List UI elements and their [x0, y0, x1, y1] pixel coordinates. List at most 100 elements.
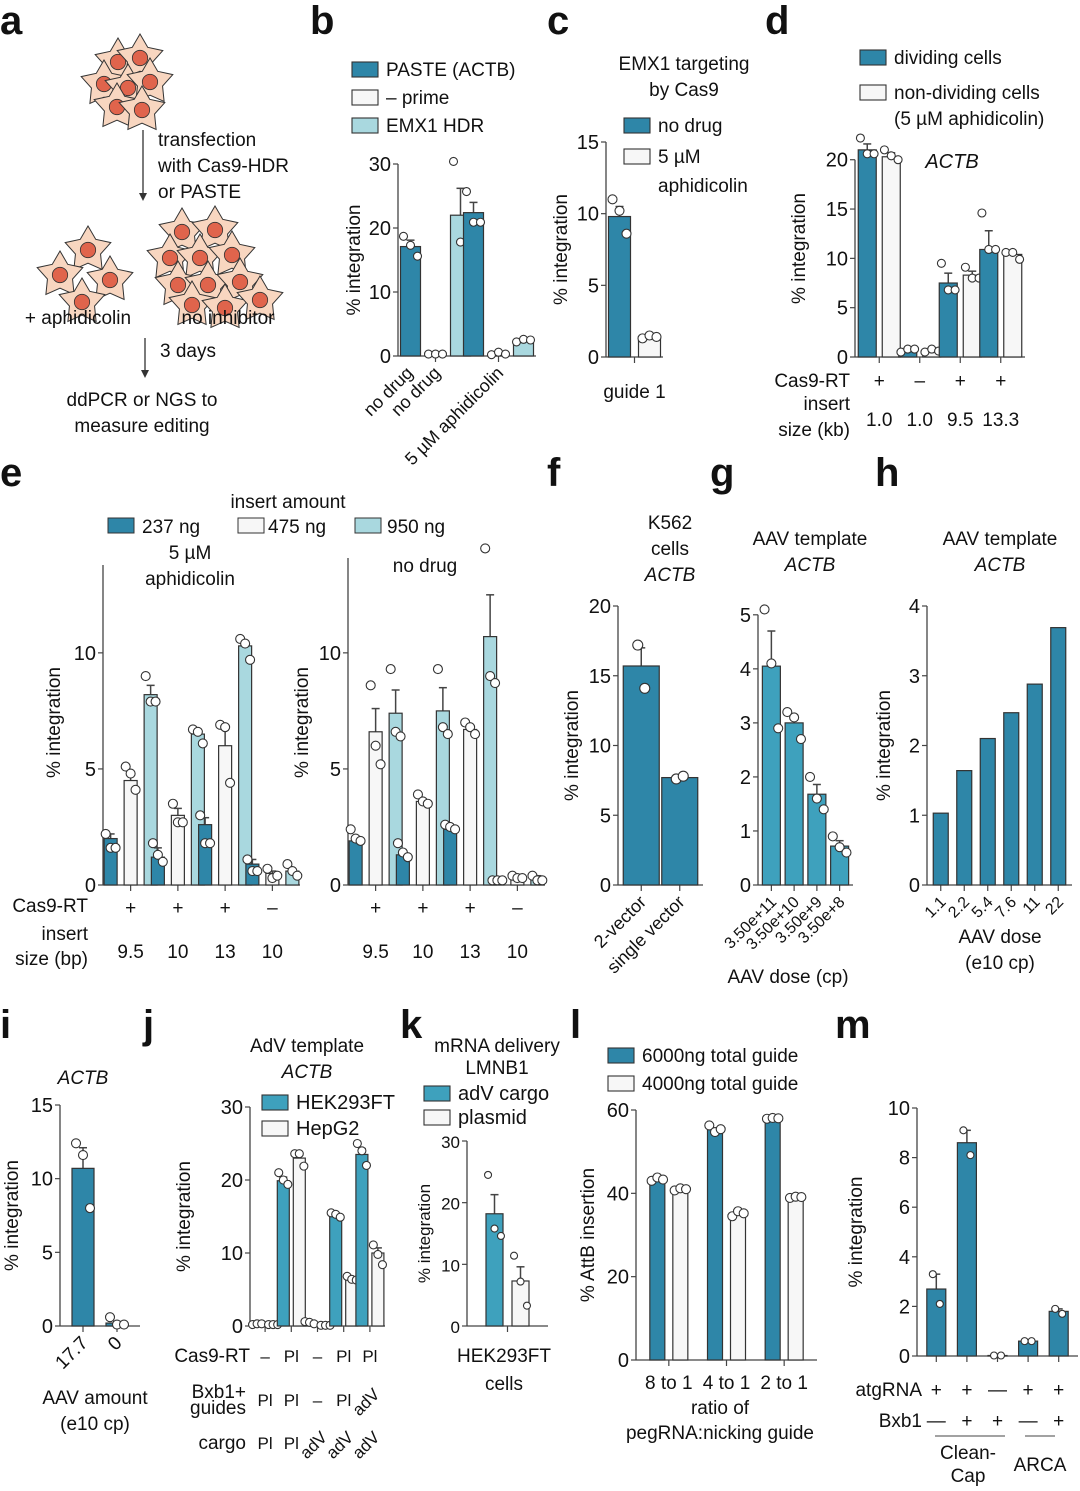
- bar: [415, 800, 430, 886]
- row-label: Cas9-RT: [774, 371, 850, 392]
- row-value: 1.0: [907, 410, 933, 431]
- data-point: [991, 244, 1001, 255]
- data-point: [789, 712, 800, 723]
- y-tick-label: 5: [740, 605, 751, 627]
- bar: [348, 840, 363, 886]
- bar: [938, 282, 958, 358]
- legend-label: 4000ng total guide: [642, 1074, 798, 1095]
- nucleus-icon: [169, 276, 187, 294]
- chart-title: mRNA delivery: [434, 1036, 560, 1057]
- data-point: [977, 208, 987, 218]
- y-tick-label: 10: [888, 1098, 910, 1120]
- x-axis-label: cells: [485, 1374, 523, 1395]
- row-label: Cas9-RT: [12, 896, 88, 917]
- nucleus-icon: [251, 291, 269, 309]
- y-tick-label: 0: [618, 1350, 629, 1372]
- chart-e1: 0 5 10 % integration 5 µM aphidicolin insert a…: [12, 492, 445, 970]
- data-point: [497, 875, 508, 886]
- data-point: [960, 262, 970, 272]
- data-point: [782, 707, 793, 718]
- row-value: +: [1023, 1380, 1034, 1401]
- y-tick-label: 0: [232, 1316, 243, 1338]
- chart-title: ACTB: [57, 1068, 109, 1089]
- y-axis-label: % integration: [415, 1184, 434, 1283]
- legend-label: 475 ng: [268, 517, 326, 538]
- data-point: [796, 1192, 807, 1203]
- row-value: 10: [412, 942, 433, 963]
- legend-swatch: [237, 517, 265, 534]
- data-point: [125, 768, 136, 779]
- x-axis-label: HEK293FT: [457, 1346, 551, 1367]
- x-axis-label: AAV dose: [958, 927, 1041, 948]
- arrowhead-2-icon: [141, 370, 149, 378]
- row-value: 9.5: [947, 410, 973, 431]
- y-axis-label: % integration: [562, 690, 583, 801]
- bar: [483, 636, 498, 886]
- data-point: [437, 722, 448, 733]
- chart-title: by Cas9: [649, 80, 719, 101]
- y-tick-label: 10: [441, 1256, 460, 1275]
- nucleus-icon: [109, 53, 127, 71]
- data-point: [657, 1174, 669, 1185]
- data-point: [225, 777, 236, 788]
- data-point: [167, 798, 178, 809]
- row-value: +: [955, 371, 966, 392]
- data-point: [377, 1260, 388, 1270]
- panel-letter-h: h: [875, 451, 899, 495]
- y-tick-label: 15: [589, 666, 611, 688]
- data-point: [496, 1231, 506, 1241]
- data-point: [375, 759, 386, 770]
- panel-letter-d: d: [765, 0, 789, 43]
- y-tick-label: 10: [826, 248, 848, 270]
- data-point: [395, 731, 406, 742]
- group-label: Clean-: [940, 1443, 996, 1464]
- y-tick-label: 10: [31, 1169, 53, 1191]
- data-point: [766, 658, 777, 669]
- data-point: [1051, 1304, 1060, 1313]
- x-tick-label: 8 to 1: [645, 1373, 693, 1394]
- group-label: Cap: [951, 1466, 986, 1487]
- y-axis-label: % integration: [2, 1160, 23, 1271]
- y-tick-label: 10: [577, 204, 599, 226]
- y-tick-label: 40: [607, 1183, 629, 1205]
- data-point: [77, 1150, 89, 1161]
- data-point: [120, 761, 131, 772]
- nucleus-icon: [173, 223, 191, 241]
- bar: [672, 1188, 689, 1361]
- y-tick-label: 5: [330, 759, 341, 781]
- data-point: [292, 870, 303, 881]
- y-axis-label: % integration: [551, 194, 572, 305]
- x-axis-label: ratio of: [691, 1398, 750, 1419]
- x-tick-label: 2.2: [945, 894, 973, 922]
- y-axis-label: % integration: [789, 193, 810, 304]
- data-point: [450, 824, 461, 835]
- data-point: [738, 1208, 749, 1219]
- nucleus-icon: [73, 293, 91, 311]
- y-tick-label: 10: [74, 643, 96, 665]
- y-tick-label: 30: [441, 1133, 460, 1152]
- legend-label: non-dividing cells: [894, 83, 1040, 104]
- data-point: [370, 740, 381, 751]
- nucleus-icon: [79, 241, 97, 259]
- nucleus-icon: [206, 221, 224, 239]
- y-tick-label: 5: [42, 1242, 53, 1264]
- y-tick-label: 4: [740, 659, 751, 681]
- data-point: [680, 1184, 692, 1195]
- chart-title: LMNB1: [465, 1058, 528, 1079]
- data-point: [272, 870, 283, 881]
- data-point: [432, 664, 443, 675]
- bar: [932, 812, 949, 886]
- y-tick-label: 2: [740, 767, 751, 789]
- row-value: +: [220, 898, 231, 919]
- row-label: guides: [190, 1398, 246, 1419]
- x-tick-label: 11: [1020, 894, 1044, 918]
- data-point: [412, 251, 423, 261]
- data-point: [283, 1179, 293, 1189]
- bar: [485, 1213, 504, 1327]
- data-point: [84, 1203, 96, 1214]
- row-value: –: [512, 898, 523, 919]
- legend-swatch: [623, 117, 651, 134]
- legend-swatch: [623, 148, 651, 165]
- data-point: [70, 1138, 82, 1149]
- y-tick-label: 60: [607, 1100, 629, 1122]
